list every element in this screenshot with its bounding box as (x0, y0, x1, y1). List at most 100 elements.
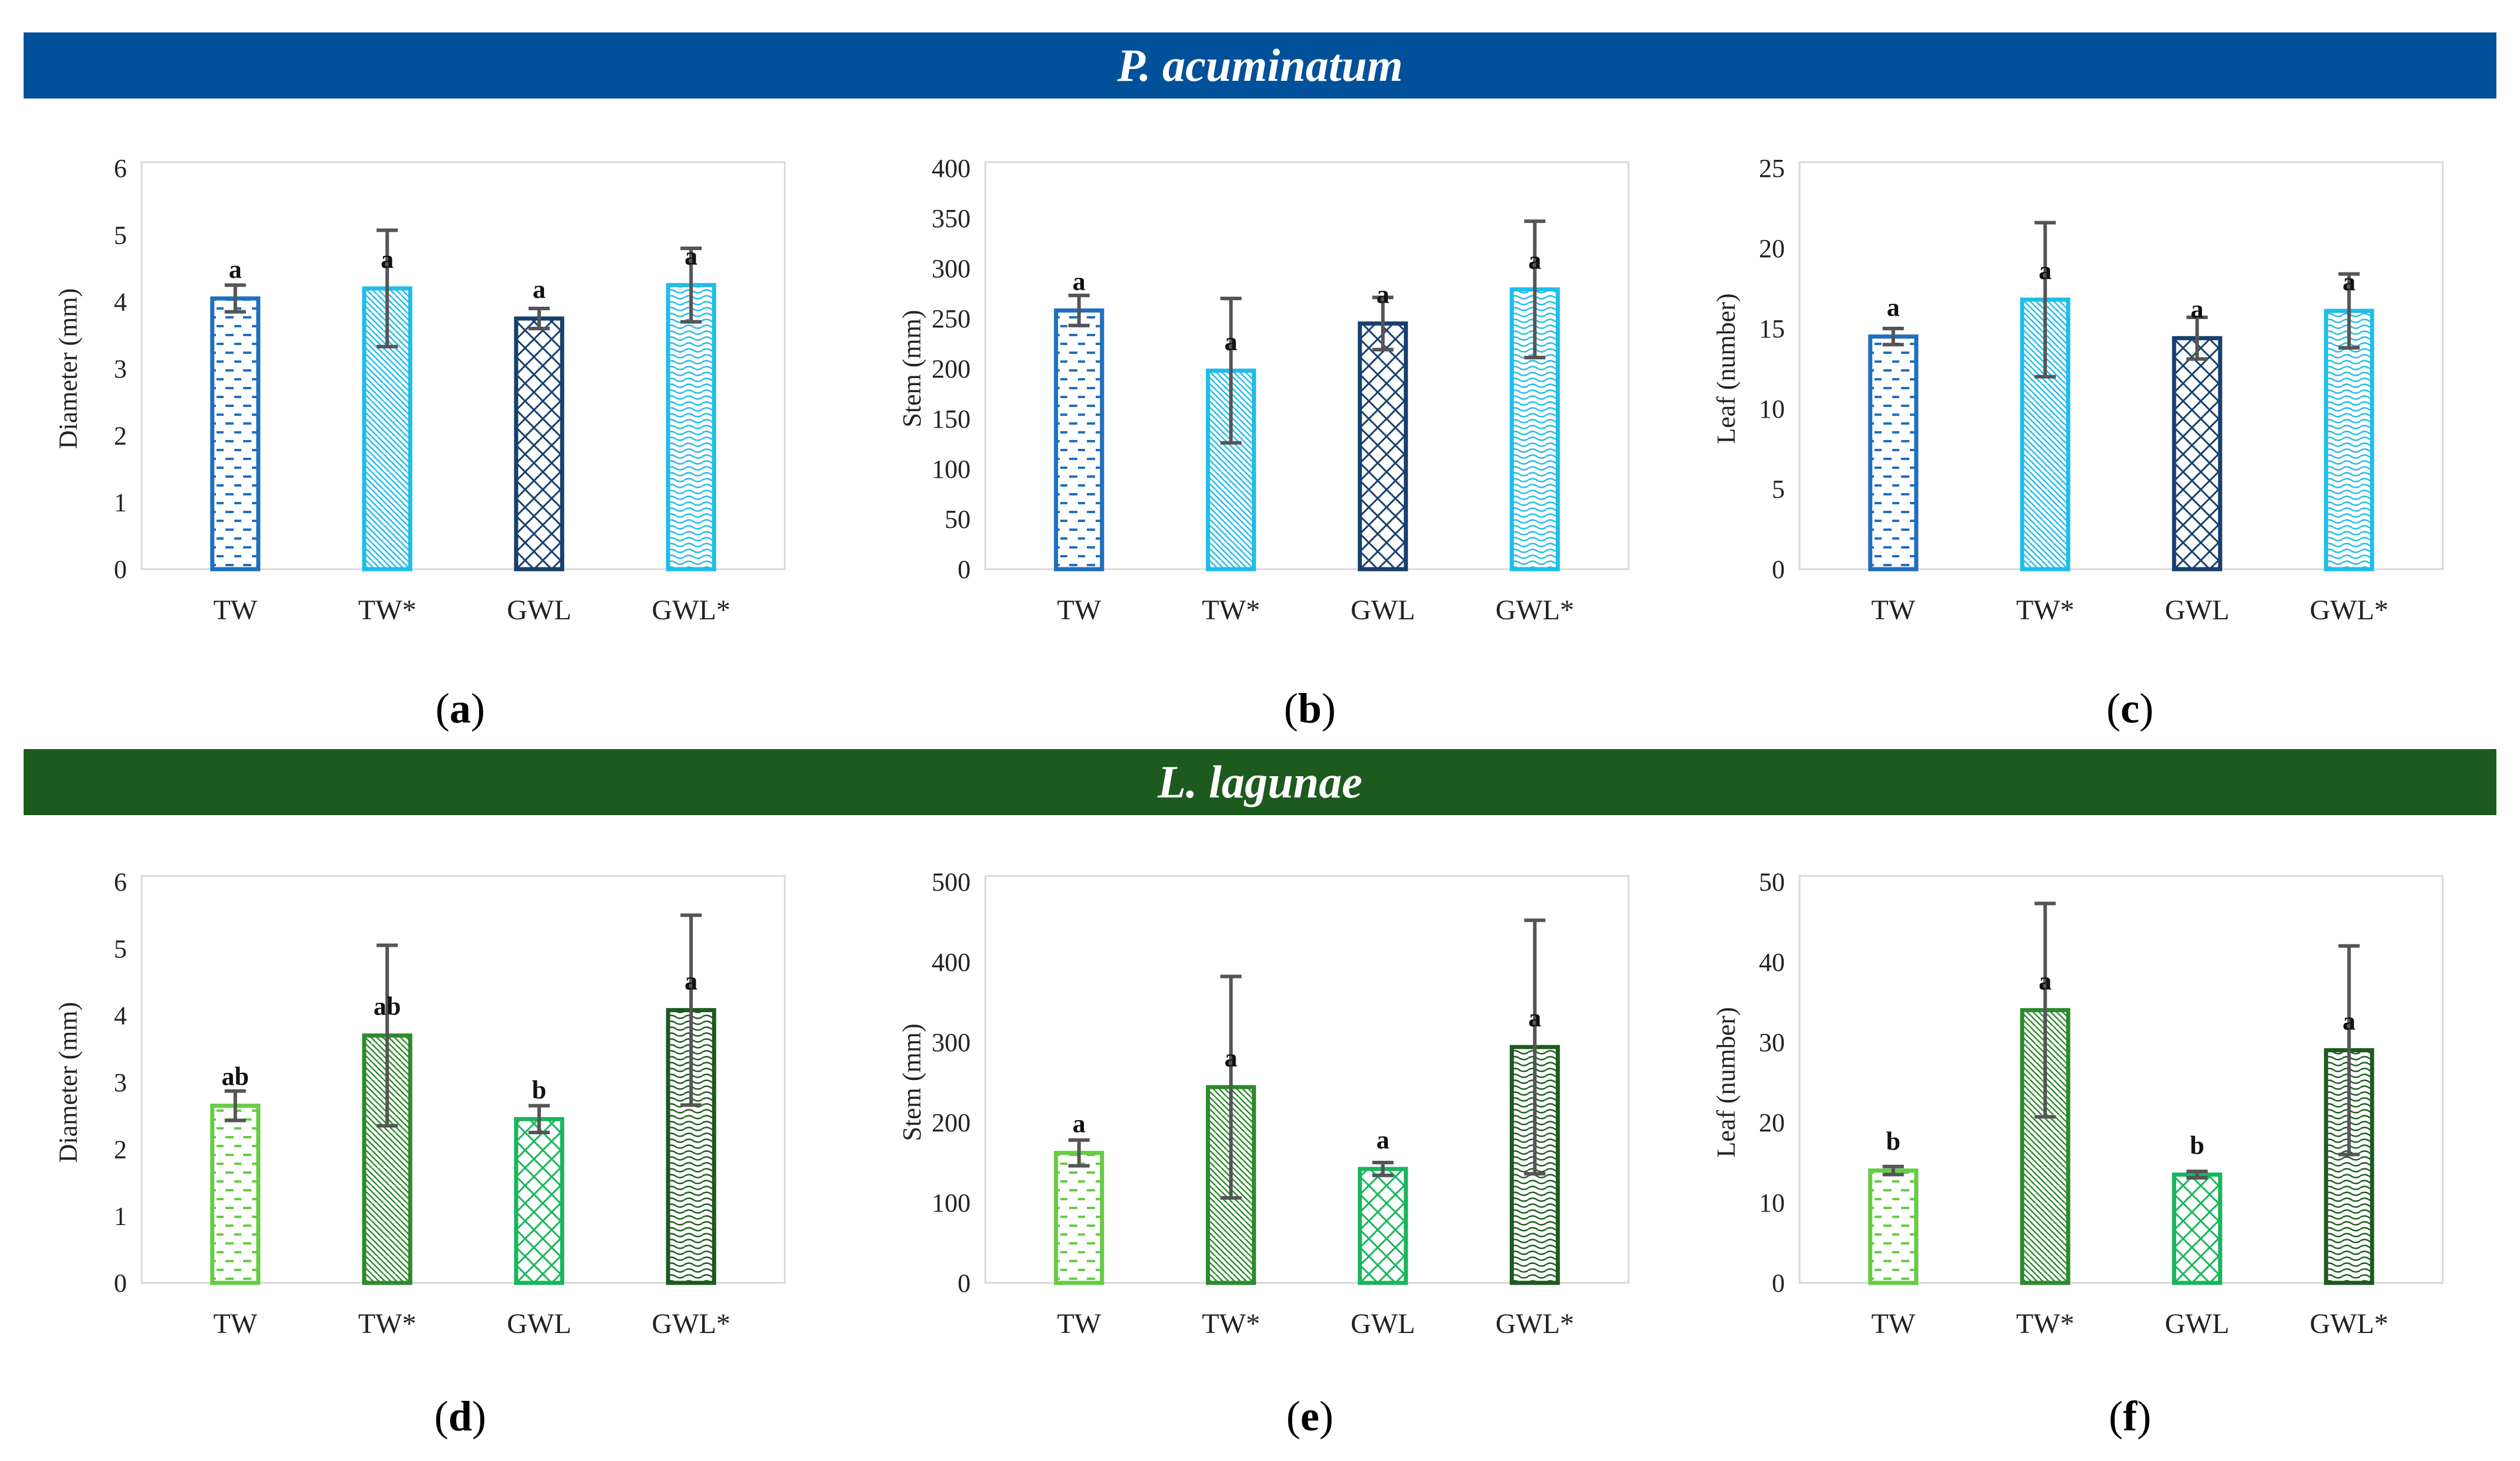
bar (1358, 1167, 1408, 1285)
significance-letter: a (2191, 294, 2204, 323)
chart-panel-c: 0 5 10 15 20 25 Leaf (number) a TW a TW* a GWL a GWL* … (1687, 118, 2514, 732)
plot-area (1798, 161, 2444, 570)
y-tick-label: 40 (1759, 948, 1785, 977)
bar (1054, 308, 1105, 572)
y-tick-label: 5 (114, 221, 127, 249)
plot-area (140, 161, 786, 570)
x-tick-label: TW (1871, 1308, 1915, 1339)
x-tick-label: GWL* (1496, 1308, 1574, 1339)
plot-area (1798, 875, 2444, 1284)
x-tick-label: GWL (507, 595, 571, 626)
y-axis-label: Diameter (mm) (54, 1002, 83, 1163)
significance-letter: a (1528, 1003, 1541, 1032)
bar (666, 283, 716, 572)
y-tick-label: 10 (1759, 1189, 1785, 1217)
x-tick-label: TW* (2016, 595, 2075, 626)
y-tick-label: 0 (958, 555, 971, 584)
significance-letter: a (1377, 1125, 1390, 1154)
significance-letter: a (1073, 267, 1086, 296)
y-tick-label: 0 (114, 555, 127, 584)
bar (210, 296, 261, 572)
y-tick-label: 2 (114, 421, 127, 450)
panel-label: (f) (2109, 1393, 2151, 1440)
y-tick-label: 1 (114, 488, 127, 517)
x-tick-label: GWL* (2310, 1308, 2388, 1339)
panel-label: (e) (1286, 1393, 1333, 1440)
y-tick-label: 150 (932, 405, 971, 434)
y-axis-label: Leaf (number) (1712, 293, 1741, 444)
y-tick-label: 0 (1772, 1269, 1785, 1298)
x-tick-label: TW (1871, 595, 1915, 626)
panel-label: (b) (1283, 685, 1336, 732)
y-tick-label: 3 (114, 1068, 127, 1097)
significance-letter: b (1886, 1127, 1900, 1156)
y-tick-label: 400 (932, 154, 971, 183)
x-tick-label: GWL (1351, 595, 1415, 626)
y-axis-label: Leaf (number) (1712, 1007, 1741, 1157)
x-tick-label: GWL* (1496, 595, 1574, 626)
x-tick-label: TW (1057, 595, 1101, 626)
significance-letter: ab (373, 992, 401, 1021)
panel-label: (d) (434, 1393, 486, 1440)
significance-letter: a (684, 241, 697, 270)
y-axis-label: Diameter (mm) (54, 288, 83, 449)
y-tick-label: 10 (1759, 395, 1785, 423)
bar-chart: 0 1 2 3 4 5 6 Diameter (mm) a TW a TW* a GWL a GWL* (54, 154, 786, 626)
y-tick-label: 200 (932, 354, 971, 383)
x-tick-label: TW (213, 595, 257, 626)
significance-letter: ab (222, 1062, 249, 1091)
bar-chart: 0 100 200 300 400 500 Stem (mm) a TW a TW* a GWL a GWL… (897, 868, 1630, 1339)
x-tick-label: GWL* (652, 1308, 730, 1339)
y-tick-label: 5 (114, 934, 127, 963)
panel-label: (c) (2106, 685, 2154, 732)
bar (2172, 336, 2223, 572)
x-tick-label: TW* (1202, 595, 1260, 626)
x-tick-label: GWL (2165, 595, 2229, 626)
bar (210, 1104, 261, 1285)
significance-letter: b (2190, 1131, 2204, 1160)
y-tick-label: 400 (932, 948, 971, 977)
significance-letter: a (1887, 293, 1900, 322)
y-axis-label: Stem (mm) (897, 1023, 926, 1141)
y-tick-label: 20 (1759, 1108, 1785, 1137)
significance-letter: a (381, 245, 394, 274)
y-tick-label: 50 (945, 505, 971, 534)
x-tick-label: GWL* (652, 595, 730, 626)
significance-letter: a (684, 967, 697, 996)
significance-letter: b (532, 1075, 546, 1104)
chart-panel-e: 0 100 200 300 400 500 Stem (mm) a TW a TW* a GWL a GWL… (873, 832, 1699, 1440)
significance-letter: a (533, 275, 546, 304)
bar (514, 1117, 565, 1285)
significance-letter: a (1377, 280, 1390, 309)
y-tick-label: 200 (932, 1108, 971, 1137)
species-banner-bottom: L. lagunae (24, 749, 2496, 815)
y-axis-label: Stem (mm) (897, 310, 926, 427)
chart-panel-d: 0 1 2 3 4 5 6 Diameter (mm) ab TW ab TW* b GWL a GWL* (… (30, 832, 856, 1440)
y-tick-label: 350 (932, 204, 971, 233)
y-tick-label: 1 (114, 1202, 127, 1231)
chart-panel-f: 0 10 20 30 40 50 Leaf (number) b TW a TW* b GWL a GWL*… (1687, 832, 2514, 1440)
y-tick-label: 5 (1772, 475, 1785, 504)
bar-chart: 0 50 100 150 200 250 300 350 400 Stem (mm) a TW a TW*… (897, 154, 1630, 626)
y-tick-label: 0 (1772, 555, 1785, 584)
species-banner-top: P. acuminatum (24, 32, 2496, 99)
y-tick-label: 2 (114, 1135, 127, 1164)
y-tick-label: 6 (114, 154, 127, 183)
plot-area (984, 875, 1630, 1284)
y-tick-label: 3 (114, 354, 127, 383)
x-tick-label: GWL (1351, 1308, 1415, 1339)
x-tick-label: TW* (1202, 1308, 1260, 1339)
bar (514, 316, 565, 572)
x-tick-label: TW (1057, 1308, 1101, 1339)
x-tick-label: GWL (507, 1308, 571, 1339)
bar-chart: 0 5 10 15 20 25 Leaf (number) a TW a TW* a GWL a GWL* (1712, 154, 2444, 626)
significance-letter: a (229, 255, 242, 284)
y-tick-label: 30 (1759, 1028, 1785, 1057)
bar (1868, 334, 1919, 572)
species-title: L. lagunae (1158, 756, 1362, 807)
significance-letter: a (1528, 246, 1541, 275)
y-tick-label: 0 (114, 1269, 127, 1298)
y-tick-label: 4 (114, 288, 127, 317)
bar (2324, 308, 2374, 572)
significance-letter: a (2039, 256, 2052, 285)
